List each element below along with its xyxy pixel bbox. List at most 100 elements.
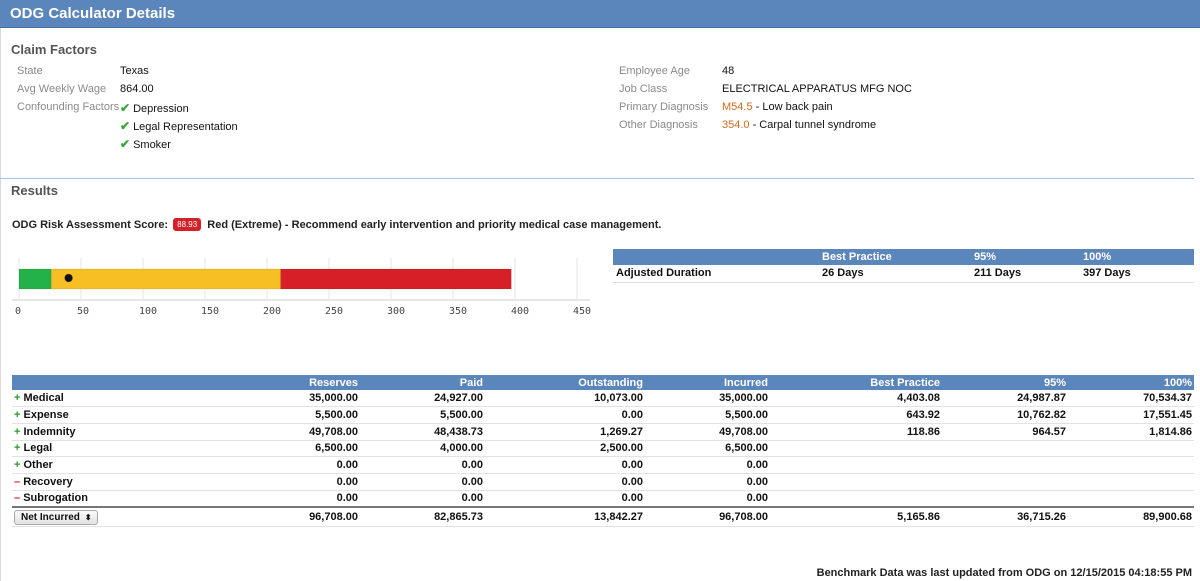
job-class-label: Job Class	[619, 83, 668, 95]
amount-cell: 48,438.73	[360, 423, 485, 441]
financials-table: Reserves Paid Outstanding Incurred Best …	[12, 375, 1194, 528]
category-cell: – Recovery	[12, 473, 162, 491]
total-amount-cell: 5,165.86	[770, 505, 942, 528]
section-divider	[0, 178, 1194, 179]
amount-cell: 49,708.00	[645, 423, 770, 441]
duration-axis-tick: 150	[201, 306, 220, 317]
amount-cell	[770, 440, 942, 458]
total-amount-cell: 36,715.26	[942, 505, 1068, 528]
category-cell: + Indemnity	[12, 423, 162, 441]
amount-cell: 0.00	[485, 456, 645, 474]
duration-axis-tick: 200	[263, 306, 282, 317]
fin-header-100: 100%	[1068, 375, 1194, 390]
confounding-factor: ✔ Legal Representation	[120, 119, 238, 133]
confounding-factors-label: Confounding Factors	[17, 101, 120, 113]
fin-header-outstanding: Outstanding	[485, 375, 645, 390]
risk-text: Red (Extreme) - Recommend early interven…	[207, 219, 662, 231]
amount-cell: 6,500.00	[645, 440, 770, 458]
fin-header-blank	[12, 375, 162, 390]
expand-plus-icon[interactable]: +	[14, 425, 21, 438]
employee-age-value: 48	[722, 65, 735, 77]
risk-label: ODG Risk Assessment Score:	[12, 219, 169, 231]
benchmark-footer: Benchmark Data was last updated from ODG…	[816, 567, 1192, 579]
duration-marker	[64, 274, 73, 282]
fin-header-best-practice: Best Practice	[770, 375, 942, 390]
amount-cell: 5,500.00	[162, 406, 360, 424]
category-name: Other	[23, 459, 53, 472]
expand-plus-icon[interactable]: +	[14, 459, 21, 472]
table-row: + Indemnity 49,708.00 48,438.73 1,269.27 49,…	[12, 423, 1194, 441]
duration-chart	[12, 258, 590, 301]
duration-95: 211 Days	[971, 265, 1080, 283]
state-label: State	[17, 65, 43, 77]
primary-diagnosis-label: Primary Diagnosis	[619, 101, 709, 113]
net-incurred-select-label: Net Incurred	[21, 511, 80, 523]
title-bar: ODG Calculator Details	[0, 0, 1200, 28]
check-icon: ✔	[120, 101, 131, 115]
duration-segment	[50, 268, 281, 290]
amount-cell: 0.00	[485, 473, 645, 491]
category-cell: + Medical	[12, 390, 162, 408]
amount-cell: 643.92	[770, 406, 942, 424]
confounding-factor: ✔ Smoker	[120, 137, 171, 151]
amount-cell: 118.86	[770, 423, 942, 441]
duration-axis-tick: 100	[139, 306, 158, 317]
amount-cell	[770, 490, 942, 508]
risk-assessment: ODG Risk Assessment Score: 88.93 Red (Ex…	[12, 218, 662, 232]
table-row: – Subrogation 0.00 0.00 0.00 0.00	[12, 490, 1194, 508]
duration-header-best-practice: Best Practice	[819, 249, 971, 265]
amount-cell	[942, 490, 1068, 508]
net-incurred-select[interactable]: Net Incurred ⬍	[14, 509, 98, 525]
amount-cell: 4,000.00	[360, 440, 485, 458]
duration-table-header: Best Practice 95% 100%	[613, 249, 1194, 265]
total-amount-cell: 82,865.73	[360, 505, 485, 528]
amount-cell: 0.00	[645, 473, 770, 491]
amount-cell: 2,500.00	[485, 440, 645, 458]
fin-header-paid: Paid	[360, 375, 485, 390]
results-title: Results	[11, 183, 58, 198]
amount-cell: 0.00	[360, 456, 485, 474]
amount-cell: 0.00	[645, 456, 770, 474]
duration-axis-tick: 250	[325, 306, 344, 317]
amount-cell: 35,000.00	[645, 390, 770, 408]
primary-diagnosis-code-link[interactable]: M54.5	[722, 101, 753, 113]
employee-age-label: Employee Age	[619, 65, 690, 77]
amount-cell: 5,500.00	[360, 406, 485, 424]
total-amount-cell: 89,900.68	[1068, 505, 1194, 528]
category-name: Legal	[23, 442, 53, 455]
amount-cell: 0.00	[162, 473, 360, 491]
expand-plus-icon[interactable]: +	[14, 409, 21, 422]
amount-cell: 4,403.08	[770, 390, 942, 408]
duration-header-blank	[613, 249, 819, 265]
amount-cell: 24,927.00	[360, 390, 485, 408]
category-name: Subrogation	[23, 492, 88, 505]
duration-axis-tick: 50	[77, 306, 90, 317]
category-name: Expense	[23, 409, 69, 422]
amount-cell	[770, 473, 942, 491]
claim-factors-title: Claim Factors	[11, 42, 97, 57]
duration-segment	[280, 268, 512, 290]
collapse-minus-icon[interactable]: –	[14, 475, 21, 488]
amount-cell: 1,269.27	[485, 423, 645, 441]
duration-header-95: 95%	[971, 249, 1080, 265]
amount-cell: 0.00	[162, 490, 360, 508]
expand-plus-icon[interactable]: +	[14, 392, 21, 405]
category-name: Indemnity	[23, 425, 76, 438]
amount-cell: 17,551.45	[1068, 406, 1194, 424]
amount-cell: 0.00	[360, 473, 485, 491]
table-row: + Legal 6,500.00 4,000.00 2,500.00 6,500.00	[12, 440, 1194, 458]
collapse-minus-icon[interactable]: –	[14, 492, 21, 505]
left-border	[0, 28, 1, 581]
page-title: ODG Calculator Details	[10, 5, 176, 22]
other-diagnosis-code-link[interactable]: 354.0	[722, 119, 750, 131]
amount-cell: 0.00	[485, 406, 645, 424]
duration-segment	[18, 268, 52, 290]
avg-weekly-wage-value: 864.00	[120, 83, 154, 95]
expand-plus-icon[interactable]: +	[14, 442, 21, 455]
total-amount-cell: 13,842.27	[485, 505, 645, 528]
table-row: – Recovery 0.00 0.00 0.00 0.00	[12, 473, 1194, 491]
amount-cell	[1068, 490, 1194, 508]
duration-axis-tick: 350	[449, 306, 468, 317]
updown-arrow-icon: ⬍	[84, 512, 92, 522]
table-row: + Expense 5,500.00 5,500.00 0.00 5,500.00 643…	[12, 406, 1194, 424]
